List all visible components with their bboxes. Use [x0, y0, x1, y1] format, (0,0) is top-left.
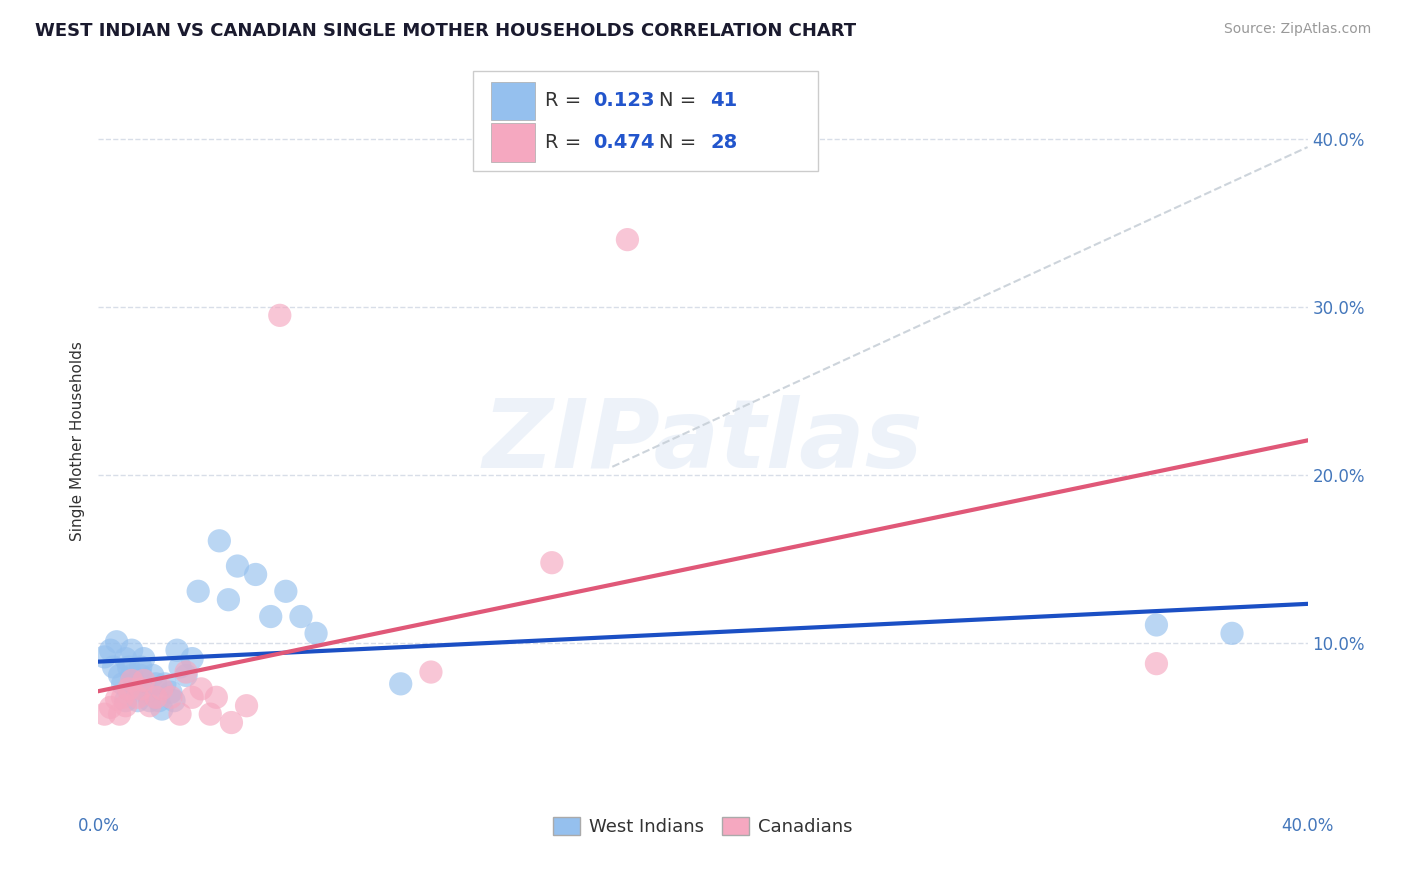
Point	[200, 707, 222, 722]
Point	[150, 681, 173, 696]
FancyBboxPatch shape	[492, 123, 534, 161]
Point	[260, 609, 283, 624]
Point	[142, 668, 165, 682]
Point	[1144, 657, 1167, 671]
Point	[124, 677, 146, 691]
Point	[187, 584, 209, 599]
Point	[208, 533, 231, 548]
Point	[269, 309, 291, 323]
Text: N =: N =	[659, 92, 703, 111]
Point	[139, 694, 162, 708]
Point	[135, 685, 157, 699]
Point	[127, 694, 149, 708]
Point	[1220, 626, 1243, 640]
Point	[121, 643, 143, 657]
Point	[305, 626, 328, 640]
Point	[1144, 618, 1167, 632]
Point	[169, 660, 191, 674]
Point	[205, 690, 228, 705]
Point	[100, 643, 122, 657]
Text: 0.474: 0.474	[593, 133, 654, 153]
Text: WEST INDIAN VS CANADIAN SINGLE MOTHER HOUSEHOLDS CORRELATION CHART: WEST INDIAN VS CANADIAN SINGLE MOTHER HO…	[35, 22, 856, 40]
Text: Source: ZipAtlas.com: Source: ZipAtlas.com	[1223, 22, 1371, 37]
Point	[160, 690, 183, 705]
Point	[169, 707, 191, 722]
Point	[153, 677, 176, 691]
Point	[93, 707, 115, 722]
Text: R =: R =	[544, 133, 588, 153]
Point	[174, 665, 197, 679]
Point	[181, 651, 204, 665]
Point	[221, 715, 243, 730]
Point	[111, 677, 134, 691]
Point	[108, 707, 131, 722]
Point	[118, 660, 141, 674]
Point	[132, 673, 155, 688]
Point	[129, 668, 152, 682]
Point	[235, 698, 257, 713]
Text: 0.123: 0.123	[593, 92, 654, 111]
Point	[389, 677, 412, 691]
Point	[100, 700, 122, 714]
Point	[166, 643, 188, 657]
Point	[129, 681, 152, 696]
Text: N =: N =	[659, 133, 703, 153]
Point	[114, 651, 136, 665]
Point	[150, 702, 173, 716]
Text: 28: 28	[710, 133, 738, 153]
Point	[129, 660, 152, 674]
Point	[111, 690, 134, 705]
Point	[114, 698, 136, 713]
Point	[132, 651, 155, 665]
Point	[420, 665, 443, 679]
Point	[148, 694, 170, 708]
Point	[121, 673, 143, 688]
Point	[145, 690, 167, 705]
FancyBboxPatch shape	[492, 82, 534, 120]
Point	[190, 681, 212, 696]
FancyBboxPatch shape	[474, 71, 818, 171]
Point	[174, 668, 197, 682]
Point	[127, 690, 149, 705]
Text: R =: R =	[544, 92, 588, 111]
Point	[160, 685, 183, 699]
Point	[274, 584, 297, 599]
Point	[114, 694, 136, 708]
Point	[226, 559, 249, 574]
Point	[103, 660, 125, 674]
Point	[121, 668, 143, 682]
Point	[105, 692, 128, 706]
Point	[540, 556, 562, 570]
Point	[93, 649, 115, 664]
Point	[181, 690, 204, 705]
Point	[145, 677, 167, 691]
Point	[245, 567, 267, 582]
Point	[616, 233, 638, 247]
Y-axis label: Single Mother Households: Single Mother Households	[70, 342, 86, 541]
Point	[163, 694, 186, 708]
Legend: West Indians, Canadians: West Indians, Canadians	[546, 810, 860, 844]
Point	[118, 681, 141, 696]
Point	[105, 634, 128, 648]
Text: 41: 41	[710, 92, 738, 111]
Point	[217, 592, 239, 607]
Point	[108, 668, 131, 682]
Text: ZIPatlas: ZIPatlas	[482, 395, 924, 488]
Point	[139, 698, 162, 713]
Point	[290, 609, 312, 624]
